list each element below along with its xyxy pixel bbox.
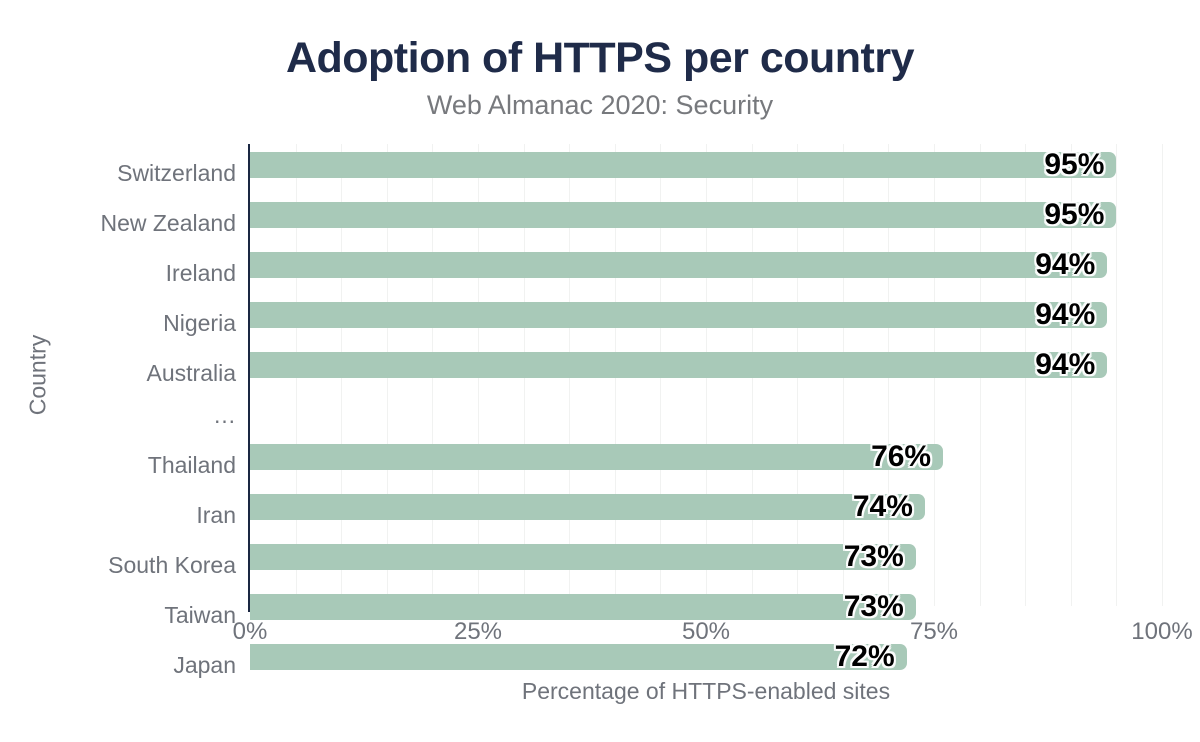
bar-row: Taiwan 73% xyxy=(164,590,1162,636)
bar-value-label: 94% xyxy=(1035,298,1096,331)
bar[interactable]: 72% xyxy=(250,640,907,673)
bar-row: … xyxy=(213,394,1162,436)
category-label: Thailand xyxy=(147,452,236,478)
category-label: Taiwan xyxy=(164,602,236,628)
bar[interactable]: 76% xyxy=(250,440,944,473)
bar-row: Ireland 94% xyxy=(166,248,1162,294)
category-label: … xyxy=(213,402,236,428)
bar[interactable]: 95% xyxy=(250,198,1117,231)
bar[interactable]: 95% xyxy=(250,148,1117,181)
bar-row: Australia 94% xyxy=(147,348,1162,394)
bar-row: South Korea 73% xyxy=(108,540,1162,586)
category-label: Ireland xyxy=(165,260,236,286)
bar-value-label: 72% xyxy=(834,640,895,673)
bar-row: New Zealand 95% xyxy=(100,198,1162,244)
category-label: New Zealand xyxy=(100,210,236,236)
category-label: Japan xyxy=(173,652,236,678)
bar-value-label: 73% xyxy=(843,590,904,623)
category-label: Australia xyxy=(146,360,236,386)
bar-value-label: 94% xyxy=(1035,348,1096,381)
bar-row: Nigeria 94% xyxy=(163,298,1162,344)
bar-value-label: 94% xyxy=(1035,248,1096,281)
x-tick-label: 25% xyxy=(453,618,503,645)
x-tick-label: 75% xyxy=(909,618,959,645)
gridline xyxy=(1162,144,1163,606)
bar-value-label: 95% xyxy=(1044,148,1105,181)
plot-area: Switzerland 95% New Zealand 95% Ireland 94% Ni… xyxy=(100,144,1193,678)
y-axis-title: Country xyxy=(24,334,51,416)
gridline xyxy=(1116,144,1118,606)
bar-value-label: 95% xyxy=(1044,198,1105,231)
bar-row: Thailand 76% xyxy=(148,440,1162,486)
chart-title: Adoption of HTTPS per country xyxy=(285,34,915,82)
bar-value-label: 74% xyxy=(852,490,913,523)
bar-row: Iran 74% xyxy=(196,490,1162,536)
bar-value-label: 73% xyxy=(843,540,904,573)
x-axis-ticks: 0% 25% 50% 75% 100% xyxy=(233,618,1193,646)
bar[interactable]: 74% xyxy=(250,490,925,523)
chart-subtitle: Web Almanac 2020: Security xyxy=(426,90,774,120)
category-label: Nigeria xyxy=(163,310,236,336)
x-axis-title: Percentage of HTTPS-enabled sites xyxy=(521,678,891,704)
bar[interactable]: 94% xyxy=(250,348,1108,381)
bar-value-label: 76% xyxy=(871,440,932,473)
y-axis-line xyxy=(248,144,250,612)
bar[interactable]: 73% xyxy=(250,540,916,573)
category-label: South Korea xyxy=(108,552,236,578)
category-label: Switzerland xyxy=(117,160,236,186)
x-tick-label: 50% xyxy=(681,618,731,645)
bar[interactable]: 73% xyxy=(250,590,916,623)
bar-row: Switzerland 95% xyxy=(117,148,1162,194)
bar[interactable]: 94% xyxy=(250,298,1108,331)
category-label: Iran xyxy=(196,502,236,528)
bar-rows: Switzerland 95% New Zealand 95% Ireland 94% Ni… xyxy=(100,144,1162,678)
bar-row: Japan 72% xyxy=(173,640,1162,686)
bar[interactable]: 94% xyxy=(250,248,1108,281)
x-tick-label: 100% xyxy=(1131,618,1193,645)
x-tick-label: 0% xyxy=(232,618,268,645)
